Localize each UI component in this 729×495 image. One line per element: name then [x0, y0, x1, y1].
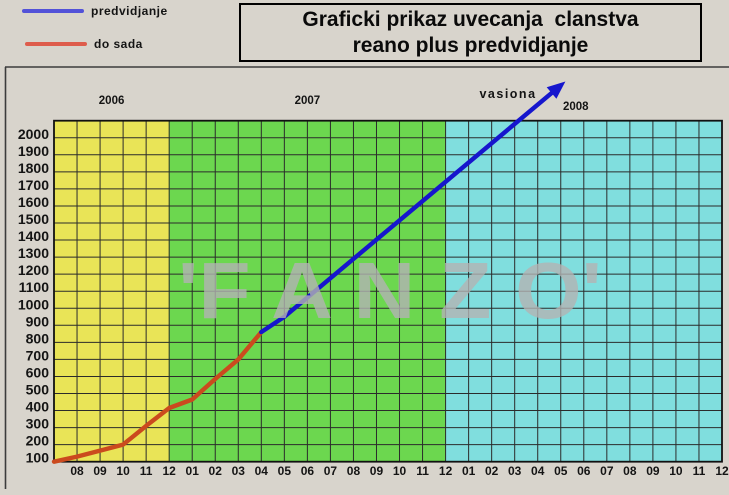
y-axis-tick-label: 500: [26, 382, 50, 398]
x-axis-tick-label: 03: [508, 464, 522, 478]
x-axis-tick-label: 09: [646, 464, 660, 478]
legend-item-predvidjanje: predvidjanje: [22, 4, 168, 18]
y-axis-tick-label: 300: [26, 416, 50, 432]
y-axis-tick-label: 2000: [18, 126, 49, 142]
x-axis-tick-label: 02: [209, 464, 223, 478]
y-axis-tick-label: 1200: [18, 262, 49, 278]
y-axis-tick-label: 400: [26, 399, 50, 415]
x-axis-tick-label: 01: [186, 464, 200, 478]
x-axis-tick-label: 12: [439, 464, 453, 478]
legend-label-predvidjanje: predvidjanje: [91, 4, 168, 18]
series-line-predvidjanje: [259, 86, 559, 335]
x-axis-tick-label: 06: [301, 464, 315, 478]
x-axis-tick-label: 12: [162, 464, 176, 478]
annotation-vasiona: vasiona: [479, 87, 536, 101]
y-axis-tick-label: 1500: [18, 211, 49, 227]
y-axis-tick-label: 1900: [18, 143, 49, 159]
y-axis-tick-label: 700: [26, 347, 50, 363]
y-axis-tick-label: 1600: [18, 194, 49, 210]
x-axis-tick-label: 07: [324, 464, 338, 478]
chart-title-line1: Graficki prikaz uvecanja clanstva: [302, 7, 639, 31]
x-axis-tick-label: 04: [531, 464, 545, 478]
chart-title-box: Graficki prikaz uvecanja clanstva reano …: [239, 3, 702, 62]
legend-label-do-sada: do sada: [94, 37, 143, 51]
x-axis-tick-label: 08: [70, 464, 84, 478]
x-axis-tick-label: 08: [623, 464, 637, 478]
x-axis-tick-label: 11: [416, 464, 429, 478]
x-axis-tick-label: 05: [554, 464, 568, 478]
legend-line-blue-swatch: [22, 9, 84, 13]
x-axis-tick-label: 06: [577, 464, 591, 478]
plot-border: [53, 119, 723, 463]
x-axis-tick-label: 12: [715, 464, 729, 478]
y-axis-tick-label: 100: [26, 450, 50, 466]
y-axis-tick-label: 1400: [18, 228, 49, 244]
year-label-2007: 2007: [295, 95, 321, 107]
y-axis-tick-label: 1000: [18, 296, 49, 312]
year-label-2006: 2006: [99, 95, 125, 107]
x-axis-tick-label: 11: [140, 464, 153, 478]
x-axis-tick-label: 01: [462, 464, 476, 478]
x-axis-tick-label: 10: [393, 464, 407, 478]
year-label-2008: 2008: [563, 101, 589, 113]
y-axis-tick-label: 1800: [18, 160, 49, 176]
x-axis-tick-label: 02: [485, 464, 499, 478]
y-axis-tick-label: 200: [26, 433, 50, 449]
y-axis-tick-label: 900: [26, 313, 50, 329]
x-axis-tick-label: 04: [255, 464, 269, 478]
x-axis-tick-label: 09: [93, 464, 107, 478]
y-axis-tick-label: 800: [26, 330, 50, 346]
x-axis-tick-label: 03: [232, 464, 246, 478]
legend-line-red-swatch: [25, 42, 87, 46]
x-axis-tick-label: 05: [278, 464, 292, 478]
x-axis-tick-label: 07: [600, 464, 614, 478]
watermark-text: 'F A N Z O': [178, 246, 602, 335]
y-axis-tick-label: 600: [26, 364, 50, 380]
y-axis-tick-label: 1700: [18, 177, 49, 193]
chart-generated-content: 2006 2007 2008'F A N Z O'20001900180017001…: [18, 81, 729, 478]
y-axis-tick-label: 1100: [19, 279, 50, 295]
x-axis-tick-label: 09: [370, 464, 384, 478]
x-axis-tick-label: 10: [669, 464, 683, 478]
chart-title-line2: reano plus predvidjanje: [352, 33, 589, 57]
series-arrowhead-predvidjanje: [546, 81, 566, 99]
x-axis-tick-label: 08: [347, 464, 361, 478]
x-axis-tick-label: 10: [116, 464, 130, 478]
y-axis-tick-label: 1300: [18, 245, 49, 261]
legend-item-do-sada: do sada: [25, 37, 143, 51]
series-line-do-sada: [51, 329, 264, 464]
x-axis-tick-label: 11: [693, 464, 706, 478]
